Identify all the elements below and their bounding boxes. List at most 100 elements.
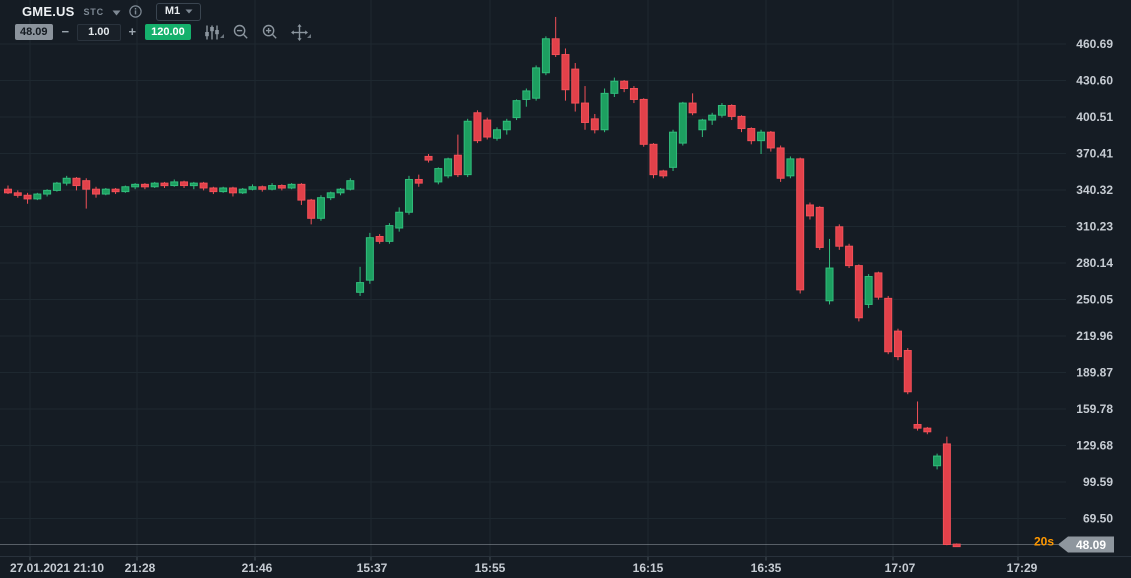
candle-body xyxy=(727,104,736,117)
price-axis-label: 219.96 xyxy=(1076,329,1113,343)
candle-body xyxy=(708,114,717,121)
price-axis-label: 280.14 xyxy=(1076,256,1113,270)
candle-body xyxy=(874,272,883,298)
candle-body xyxy=(287,183,296,189)
candle-body xyxy=(805,204,814,217)
candle-body xyxy=(444,158,453,177)
target-price-badge[interactable]: 120.00 xyxy=(145,24,191,40)
chart-tools xyxy=(204,23,311,41)
candle-body xyxy=(766,131,775,149)
candle-body xyxy=(600,92,609,131)
candle-body xyxy=(268,185,277,190)
candle-body xyxy=(140,183,149,188)
candle-body xyxy=(893,330,902,358)
candle-body xyxy=(581,102,590,123)
zoom-in-icon[interactable] xyxy=(262,24,279,41)
candle-body xyxy=(375,235,384,242)
chart-type-icon[interactable] xyxy=(204,24,224,41)
time-axis-label: 21:28 xyxy=(125,561,156,575)
price-axis-label: 159.78 xyxy=(1076,402,1113,416)
candle-body xyxy=(737,115,746,130)
timeframe-caret-down-icon xyxy=(185,9,193,13)
volume-value[interactable]: 1.00 xyxy=(77,23,121,41)
candle-body xyxy=(258,186,267,190)
price-axis-label: 430.60 xyxy=(1076,74,1113,88)
candle-body xyxy=(92,188,101,195)
price-axis-label: 69.50 xyxy=(1083,512,1113,526)
candle-body xyxy=(297,183,306,201)
candle-body xyxy=(238,188,247,194)
candle-body xyxy=(913,424,922,429)
info-icon[interactable] xyxy=(129,5,142,18)
candle-body xyxy=(72,177,81,187)
candle-body xyxy=(33,193,42,200)
price-axis-label: 340.32 xyxy=(1076,183,1113,197)
pan-icon[interactable] xyxy=(290,23,311,41)
price-axis-label: 129.68 xyxy=(1076,439,1113,453)
candle-body xyxy=(502,120,511,131)
time-axis-label: 17:07 xyxy=(885,561,916,575)
candle-body xyxy=(326,192,335,199)
candle-body xyxy=(688,102,697,114)
candle-body xyxy=(933,455,942,467)
time-axis-label: 15:55 xyxy=(475,561,506,575)
candle-body xyxy=(453,154,462,176)
candle-body xyxy=(854,265,863,319)
market-type-label: STC xyxy=(83,6,104,17)
candle-body xyxy=(923,427,932,433)
candle-body xyxy=(414,178,423,184)
symbol-caret-down-icon[interactable] xyxy=(112,3,121,21)
time-axis-label: 16:35 xyxy=(751,561,782,575)
volume-stepper: − 1.00 + xyxy=(60,23,139,41)
candle-body xyxy=(786,158,795,177)
candle-body xyxy=(228,187,237,194)
candle-body xyxy=(541,38,550,74)
candle-body xyxy=(473,112,482,142)
candle-countdown: 20s xyxy=(1034,534,1054,548)
current-price-tag-label: 48.09 xyxy=(1076,538,1106,552)
candle-body xyxy=(903,350,912,393)
candle-body xyxy=(13,192,22,196)
candle-body xyxy=(121,186,130,193)
zoom-out-icon[interactable] xyxy=(233,24,250,41)
candle-body xyxy=(277,185,286,189)
price-axis-label: 250.05 xyxy=(1076,293,1113,307)
candle-body xyxy=(307,199,316,219)
candle-body xyxy=(346,180,355,190)
candle-body xyxy=(629,88,638,100)
candle-body xyxy=(659,170,668,177)
candle-body xyxy=(150,182,159,188)
candle-body xyxy=(52,182,61,191)
time-axis-label: 17:29 xyxy=(1007,561,1038,575)
candle-body xyxy=(532,67,541,99)
time-axis-label: 16:15 xyxy=(633,561,664,575)
candle-body xyxy=(493,129,501,139)
candle-body xyxy=(219,187,228,193)
candle-body xyxy=(62,177,71,184)
candle-body xyxy=(835,226,844,247)
candle-body xyxy=(639,98,648,145)
candle-body xyxy=(747,128,756,142)
order-row: 48.09 − 1.00 + 120.00 xyxy=(15,23,311,41)
timeframe-selector[interactable]: M1 xyxy=(155,2,202,21)
price-axis-label: 370.41 xyxy=(1076,147,1113,161)
candle-body xyxy=(248,186,257,190)
candle-body xyxy=(356,282,365,293)
candle-body xyxy=(424,155,433,161)
candle-body xyxy=(884,297,893,353)
volume-increase-button[interactable]: + xyxy=(128,24,137,39)
candle-body xyxy=(845,245,854,267)
price-axis-label: 460.69 xyxy=(1076,37,1113,51)
candle-body xyxy=(512,100,521,119)
price-axis-label: 400.51 xyxy=(1076,110,1113,124)
candle-body xyxy=(669,131,678,168)
candle-body xyxy=(571,68,580,104)
candle-body xyxy=(385,225,394,242)
candle-body xyxy=(825,267,834,302)
volume-decrease-button[interactable]: − xyxy=(61,24,70,39)
symbol-label[interactable]: GME.US xyxy=(22,4,75,19)
candle-body xyxy=(717,104,726,116)
current-price-tag xyxy=(1058,536,1114,553)
candle-body xyxy=(620,80,629,90)
